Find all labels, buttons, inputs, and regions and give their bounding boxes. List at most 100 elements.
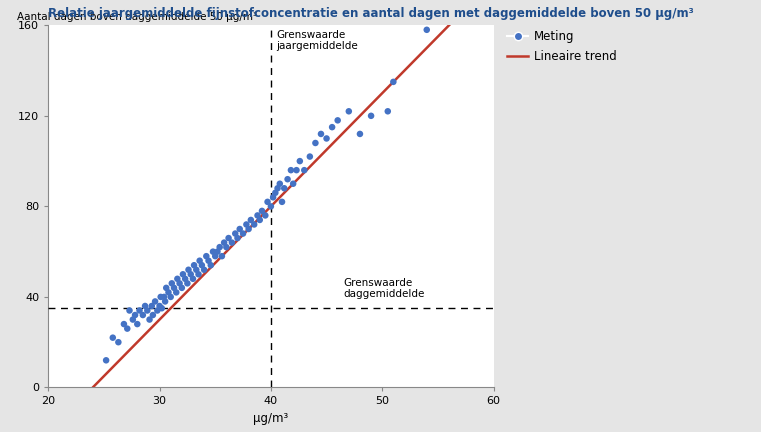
Point — [212, 248, 224, 255]
Point — [216, 253, 228, 260]
Point — [342, 108, 355, 115]
Point — [240, 221, 253, 228]
Point — [220, 244, 232, 251]
Point — [145, 302, 158, 309]
Point — [168, 284, 180, 291]
Point — [298, 167, 310, 174]
Point — [133, 307, 145, 314]
Point — [237, 230, 249, 237]
Point — [185, 271, 197, 278]
Point — [265, 203, 277, 210]
Point — [214, 244, 226, 251]
Point — [251, 212, 263, 219]
Point — [144, 316, 156, 323]
Text: Grenswaarde
jaargemiddelde: Grenswaarde jaargemiddelde — [276, 30, 358, 51]
Point — [256, 207, 268, 214]
Point — [151, 307, 164, 314]
Point — [222, 235, 234, 241]
Point — [113, 339, 125, 346]
Point — [304, 153, 316, 160]
Point — [147, 311, 159, 318]
Point — [421, 26, 433, 33]
Point — [272, 185, 284, 192]
Text: Grenswaarde
daggemiddelde: Grenswaarde daggemiddelde — [343, 278, 425, 299]
Point — [183, 266, 195, 273]
Point — [276, 198, 288, 205]
Point — [294, 158, 306, 165]
Point — [121, 325, 133, 332]
Point — [326, 124, 338, 130]
Point — [382, 108, 394, 115]
Point — [291, 167, 303, 174]
Point — [245, 216, 257, 223]
Point — [123, 307, 135, 314]
X-axis label: μg/m³: μg/m³ — [253, 412, 288, 425]
Point — [154, 293, 167, 300]
Point — [202, 257, 215, 264]
Point — [129, 311, 141, 318]
Point — [118, 321, 130, 327]
Point — [160, 284, 172, 291]
Point — [154, 302, 166, 309]
Point — [187, 275, 199, 282]
Point — [226, 239, 238, 246]
Point — [127, 316, 139, 323]
Point — [142, 307, 154, 314]
Point — [188, 262, 200, 269]
Point — [234, 226, 246, 232]
Point — [198, 266, 210, 273]
Point — [309, 140, 321, 146]
Point — [137, 311, 149, 318]
Point — [287, 180, 299, 187]
Point — [139, 302, 151, 309]
Point — [158, 293, 170, 300]
Point — [243, 226, 255, 232]
Text: Relatie jaargemiddelde fijnstofconcentratie en aantal dagen met daggemiddelde bo: Relatie jaargemiddelde fijnstofconcentra… — [48, 7, 694, 20]
Point — [260, 212, 272, 219]
Point — [387, 79, 400, 86]
Point — [177, 271, 189, 278]
Point — [279, 185, 291, 192]
Point — [315, 130, 327, 137]
Point — [107, 334, 119, 341]
Point — [209, 253, 221, 260]
Point — [166, 280, 178, 287]
Point — [190, 266, 202, 273]
Point — [332, 117, 344, 124]
Point — [174, 280, 186, 287]
Point — [200, 253, 212, 260]
Point — [253, 216, 266, 223]
Point — [262, 198, 274, 205]
Point — [156, 305, 168, 312]
Point — [131, 321, 143, 327]
Point — [100, 357, 112, 364]
Point — [354, 130, 366, 137]
Point — [282, 176, 294, 183]
Text: Aantal dagen boven daggemiddelde 50 μg/m³: Aantal dagen boven daggemiddelde 50 μg/m… — [17, 12, 257, 22]
Point — [181, 280, 193, 287]
Point — [159, 298, 171, 305]
Point — [320, 135, 333, 142]
Point — [205, 262, 217, 269]
Point — [171, 275, 183, 282]
Point — [164, 293, 177, 300]
Point — [207, 248, 219, 255]
Point — [285, 167, 297, 174]
Point — [196, 262, 208, 269]
Point — [267, 194, 279, 201]
Point — [170, 289, 183, 296]
Point — [193, 271, 205, 278]
Point — [229, 230, 241, 237]
Point — [149, 298, 161, 305]
Point — [193, 257, 205, 264]
Legend: Meting, Lineaire trend: Meting, Lineaire trend — [502, 25, 622, 68]
Point — [274, 180, 286, 187]
Point — [218, 239, 231, 246]
Point — [231, 235, 244, 241]
Point — [176, 284, 188, 291]
Point — [179, 275, 191, 282]
Point — [269, 189, 282, 196]
Point — [365, 112, 377, 119]
Point — [248, 221, 260, 228]
Point — [162, 289, 174, 296]
